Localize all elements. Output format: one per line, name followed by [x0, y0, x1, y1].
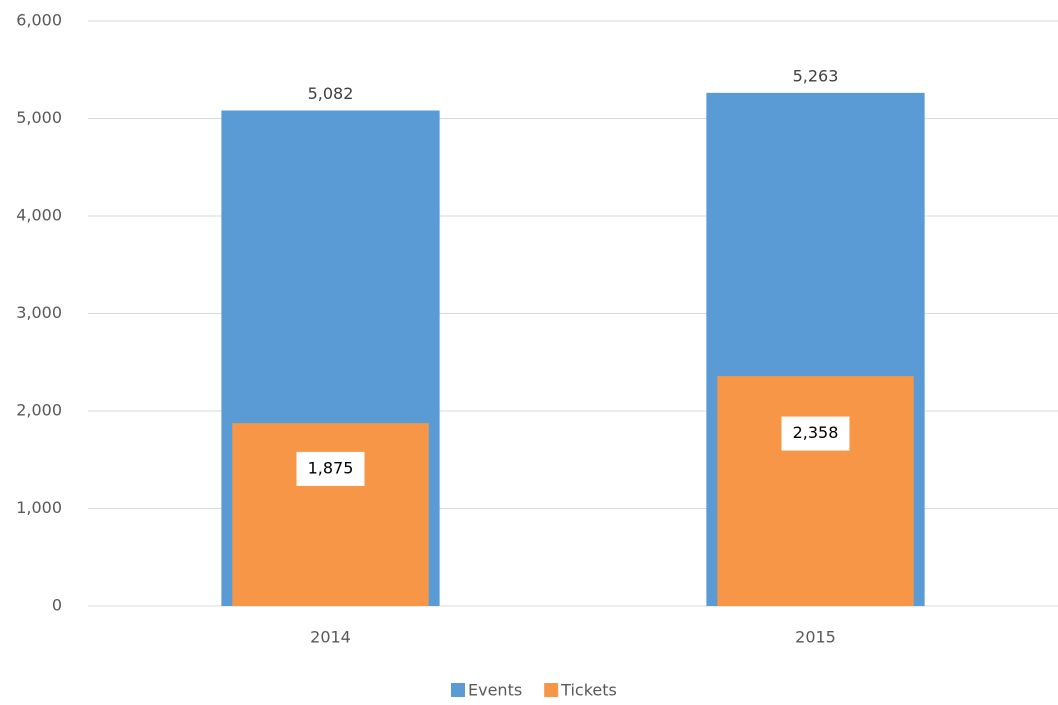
legend-swatch — [451, 683, 465, 697]
data-label-box — [781, 416, 850, 451]
data-label: 5,082 — [308, 84, 354, 103]
data-label: 1,875 — [308, 458, 354, 477]
y-tick-label: 0 — [52, 596, 62, 615]
y-tick-label: 2,000 — [16, 401, 62, 420]
legend-swatch — [544, 683, 559, 697]
y-tick-label: 1,000 — [16, 498, 62, 517]
data-label: 5,263 — [793, 66, 839, 85]
data-label-box — [296, 451, 365, 486]
x-tick-label: 2015 — [795, 628, 836, 647]
y-tick-label: 4,000 — [16, 206, 62, 225]
data-label: 2,358 — [793, 423, 839, 442]
legend-label: Tickets — [560, 681, 617, 700]
bar — [717, 376, 914, 606]
y-tick-label: 6,000 — [16, 11, 62, 30]
y-tick-label: 5,000 — [16, 108, 62, 127]
legend-label: Events — [468, 681, 522, 700]
y-tick-label: 3,000 — [16, 303, 62, 322]
x-tick-label: 2014 — [310, 628, 351, 647]
bar — [232, 423, 429, 606]
